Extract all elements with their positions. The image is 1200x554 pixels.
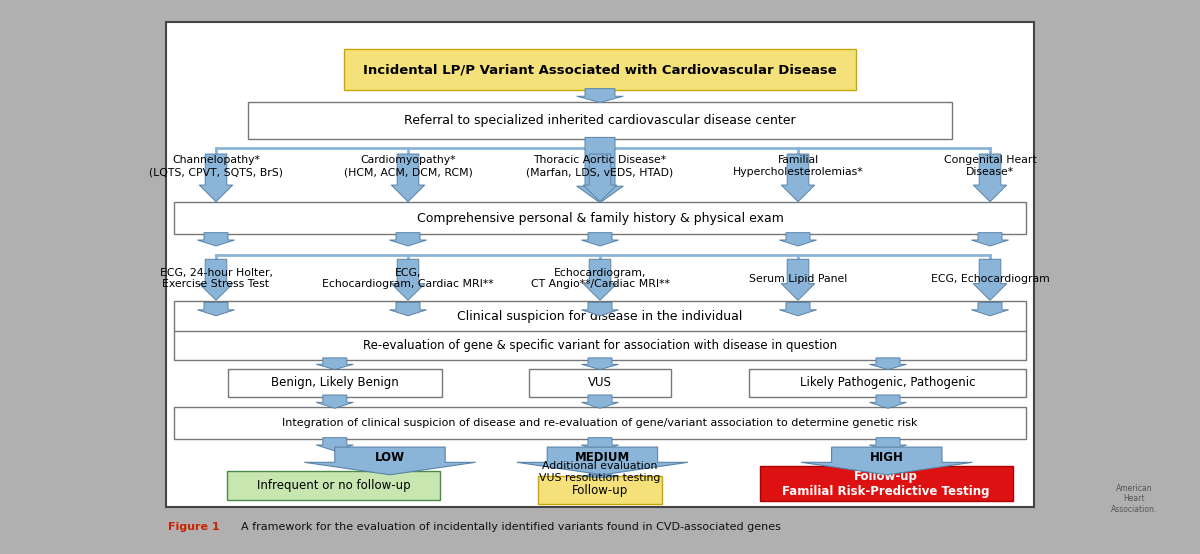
FancyBboxPatch shape	[174, 407, 1026, 439]
Text: LOW: LOW	[374, 451, 406, 464]
FancyBboxPatch shape	[174, 331, 1026, 360]
Text: MEDIUM: MEDIUM	[575, 451, 630, 464]
FancyArrow shape	[780, 302, 817, 316]
Text: Likely Pathogenic, Pathogenic: Likely Pathogenic, Pathogenic	[799, 376, 976, 389]
Text: Re-evaluation of gene & specific variant for association with disease in questio: Re-evaluation of gene & specific variant…	[362, 338, 838, 352]
FancyArrow shape	[972, 233, 1008, 246]
FancyBboxPatch shape	[248, 102, 952, 139]
FancyArrow shape	[581, 358, 619, 370]
FancyArrow shape	[583, 259, 617, 300]
FancyArrow shape	[781, 259, 815, 300]
FancyArrow shape	[390, 233, 427, 246]
FancyArrow shape	[581, 302, 619, 316]
FancyArrow shape	[581, 475, 619, 477]
FancyArrow shape	[973, 154, 1007, 202]
Text: Cardiomyopathy*
(HCM, ACM, DCM, RCM): Cardiomyopathy* (HCM, ACM, DCM, RCM)	[343, 156, 473, 177]
FancyArrow shape	[197, 233, 235, 246]
FancyArrow shape	[391, 259, 425, 300]
Text: Clinical suspicion for disease in the individual: Clinical suspicion for disease in the in…	[457, 310, 743, 323]
Text: ECG,
Echocardiogram, Cardiac MRI**: ECG, Echocardiogram, Cardiac MRI**	[322, 268, 494, 289]
FancyArrow shape	[870, 395, 907, 408]
Text: HIGH: HIGH	[870, 451, 904, 464]
FancyBboxPatch shape	[228, 369, 442, 397]
FancyArrow shape	[583, 475, 617, 478]
FancyArrow shape	[581, 233, 619, 246]
FancyBboxPatch shape	[174, 301, 1026, 332]
FancyBboxPatch shape	[344, 49, 856, 90]
Text: Congenital Heart
Disease*: Congenital Heart Disease*	[943, 156, 1037, 177]
Text: American
Heart
Association.: American Heart Association.	[1111, 484, 1157, 514]
Text: Familial
Hypercholesterolemias*: Familial Hypercholesterolemias*	[733, 156, 863, 177]
Text: Thoracic Aortic Disease*
(Marfan, LDS, vEDS, HTAD): Thoracic Aortic Disease* (Marfan, LDS, v…	[527, 156, 673, 177]
FancyArrow shape	[317, 395, 354, 408]
Text: ECG, 24-hour Holter,
Exercise Stress Test: ECG, 24-hour Holter, Exercise Stress Tes…	[160, 268, 272, 289]
FancyBboxPatch shape	[227, 471, 440, 500]
Text: Echocardiogram,
CT Angio**/Cardiac MRI**: Echocardiogram, CT Angio**/Cardiac MRI**	[530, 268, 670, 289]
FancyArrow shape	[581, 438, 619, 451]
Text: Follow-up
Familial Risk-Predictive Testing: Follow-up Familial Risk-Predictive Testi…	[782, 470, 990, 497]
FancyArrow shape	[317, 438, 354, 451]
FancyArrow shape	[197, 302, 235, 316]
FancyBboxPatch shape	[529, 369, 671, 397]
FancyArrow shape	[780, 233, 817, 246]
FancyArrow shape	[870, 438, 907, 451]
Text: A framework for the evaluation of incidentally identified variants found in CVD-: A framework for the evaluation of incide…	[234, 522, 781, 532]
Text: VUS: VUS	[588, 376, 612, 389]
FancyArrow shape	[781, 154, 815, 202]
FancyArrow shape	[870, 358, 907, 370]
FancyArrow shape	[577, 89, 623, 102]
FancyArrow shape	[972, 302, 1008, 316]
FancyArrow shape	[577, 137, 623, 203]
FancyArrow shape	[199, 259, 233, 300]
Text: Additional evaluation
VUS resolution testing: Additional evaluation VUS resolution tes…	[539, 461, 661, 483]
Text: Integration of clinical suspicion of disease and re-evaluation of gene/variant a: Integration of clinical suspicion of dis…	[282, 418, 918, 428]
Text: Serum Lipid Panel: Serum Lipid Panel	[749, 274, 847, 284]
FancyBboxPatch shape	[166, 22, 1034, 507]
FancyArrow shape	[973, 259, 1007, 300]
Text: Incidental LP/P Variant Associated with Cardiovascular Disease: Incidental LP/P Variant Associated with …	[364, 63, 836, 76]
Text: Comprehensive personal & family history & physical exam: Comprehensive personal & family history …	[416, 212, 784, 225]
FancyArrow shape	[390, 302, 427, 316]
Text: Infrequent or no follow-up: Infrequent or no follow-up	[257, 479, 410, 493]
FancyBboxPatch shape	[749, 369, 1026, 397]
FancyArrow shape	[581, 395, 619, 408]
Text: Referral to specialized inherited cardiovascular disease center: Referral to specialized inherited cardio…	[404, 114, 796, 127]
Text: Figure 1: Figure 1	[168, 522, 220, 532]
FancyArrow shape	[802, 447, 972, 475]
Text: Benign, Likely Benign: Benign, Likely Benign	[271, 376, 398, 389]
FancyArrow shape	[317, 358, 354, 370]
FancyArrow shape	[305, 447, 475, 475]
FancyBboxPatch shape	[760, 466, 1013, 501]
Text: Channelopathy*
(LQTS, CPVT, SQTS, BrS): Channelopathy* (LQTS, CPVT, SQTS, BrS)	[149, 156, 283, 177]
FancyBboxPatch shape	[538, 476, 662, 504]
FancyArrow shape	[583, 154, 617, 202]
FancyArrow shape	[517, 447, 688, 475]
FancyArrow shape	[391, 154, 425, 202]
Text: ECG, Echocardiogram: ECG, Echocardiogram	[931, 274, 1049, 284]
Text: Follow-up: Follow-up	[572, 484, 628, 497]
FancyBboxPatch shape	[174, 202, 1026, 234]
FancyArrow shape	[199, 154, 233, 202]
